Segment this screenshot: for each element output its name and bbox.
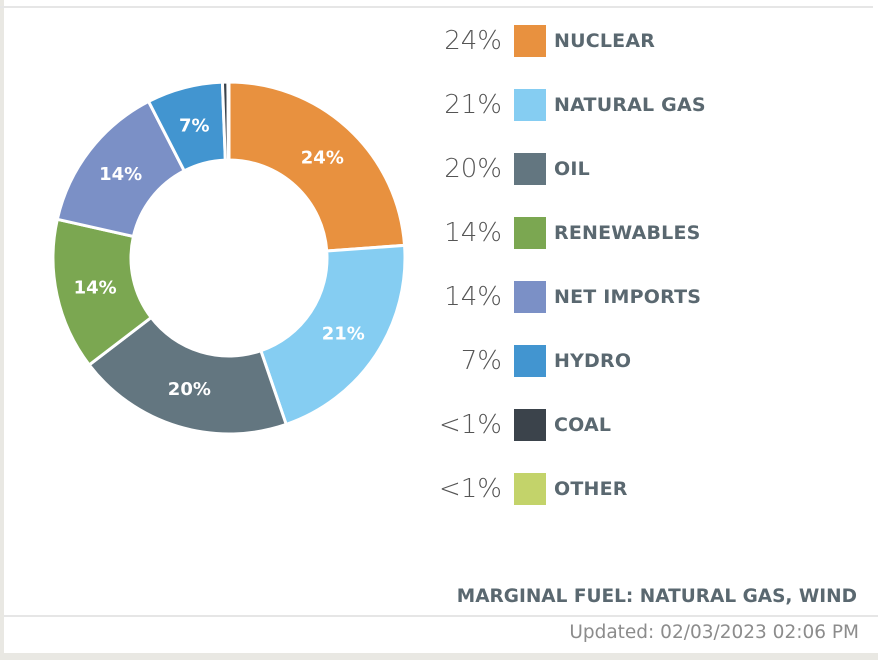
legend-label: COAL	[554, 414, 612, 436]
legend-label: RENEWABLES	[554, 222, 701, 244]
slice-label-natural-gas: 21%	[322, 324, 365, 345]
legend-swatch	[514, 25, 546, 57]
legend-label: NUCLEAR	[554, 30, 656, 52]
slice-natural-gas[interactable]	[258, 243, 407, 427]
legend-item-other[interactable]: <1% OTHER	[430, 472, 628, 506]
legend-percent: 20%	[444, 154, 502, 184]
legend-item-renewables[interactable]: 14% RENEWABLES	[430, 216, 701, 250]
legend-percent: 21%	[444, 90, 502, 120]
fuel-mix-donut-chart: 24% 21% 20% 14% 14% 7%	[51, 80, 407, 436]
slice-label-hydro: 7%	[179, 115, 210, 136]
legend-swatch	[514, 89, 546, 121]
legend-percent: 7%	[460, 346, 502, 376]
slice-label-oil: 20%	[168, 379, 211, 400]
legend-percent: <1%	[438, 474, 502, 504]
top-border	[0, 6, 873, 8]
legend-percent: 14%	[444, 218, 502, 248]
slice-label-net-imports: 14%	[99, 164, 142, 185]
legend-label: NATURAL GAS	[554, 94, 706, 116]
legend-swatch	[514, 345, 546, 377]
legend-item-hydro[interactable]: 7% HYDRO	[430, 344, 631, 378]
legend-item-coal[interactable]: <1% COAL	[430, 408, 611, 442]
legend-item-oil[interactable]: 20% OIL	[430, 152, 590, 186]
legend-percent: <1%	[438, 410, 502, 440]
legend-percent: 14%	[444, 282, 502, 312]
marginal-fuel: MARGINAL FUEL: NATURAL GAS, WIND	[456, 586, 857, 607]
legend-item-net-imports[interactable]: 14% NET IMPORTS	[430, 280, 701, 314]
updated-timestamp: Updated: 02/03/2023 02:06 PM	[569, 622, 859, 643]
legend-swatch	[514, 153, 546, 185]
legend-swatch	[514, 409, 546, 441]
legend-swatch	[514, 217, 546, 249]
legend-label: OTHER	[554, 478, 628, 500]
slice-nuclear[interactable]	[227, 80, 407, 253]
footer-divider	[4, 615, 878, 617]
legend-item-nuclear[interactable]: 24% NUCLEAR	[430, 24, 655, 58]
legend-label: HYDRO	[554, 350, 632, 372]
legend-label: OIL	[554, 158, 590, 180]
legend-label: NET IMPORTS	[554, 286, 702, 308]
slice-oil[interactable]	[87, 315, 289, 436]
slice-other[interactable]	[226, 80, 231, 162]
slice-label-renewables: 14%	[74, 277, 117, 298]
legend-swatch	[514, 473, 546, 505]
slice-label-nuclear: 24%	[301, 148, 344, 169]
legend-swatch	[514, 281, 546, 313]
legend-percent: 24%	[444, 26, 502, 56]
legend-item-natural-gas[interactable]: 21% NATURAL GAS	[430, 88, 706, 122]
